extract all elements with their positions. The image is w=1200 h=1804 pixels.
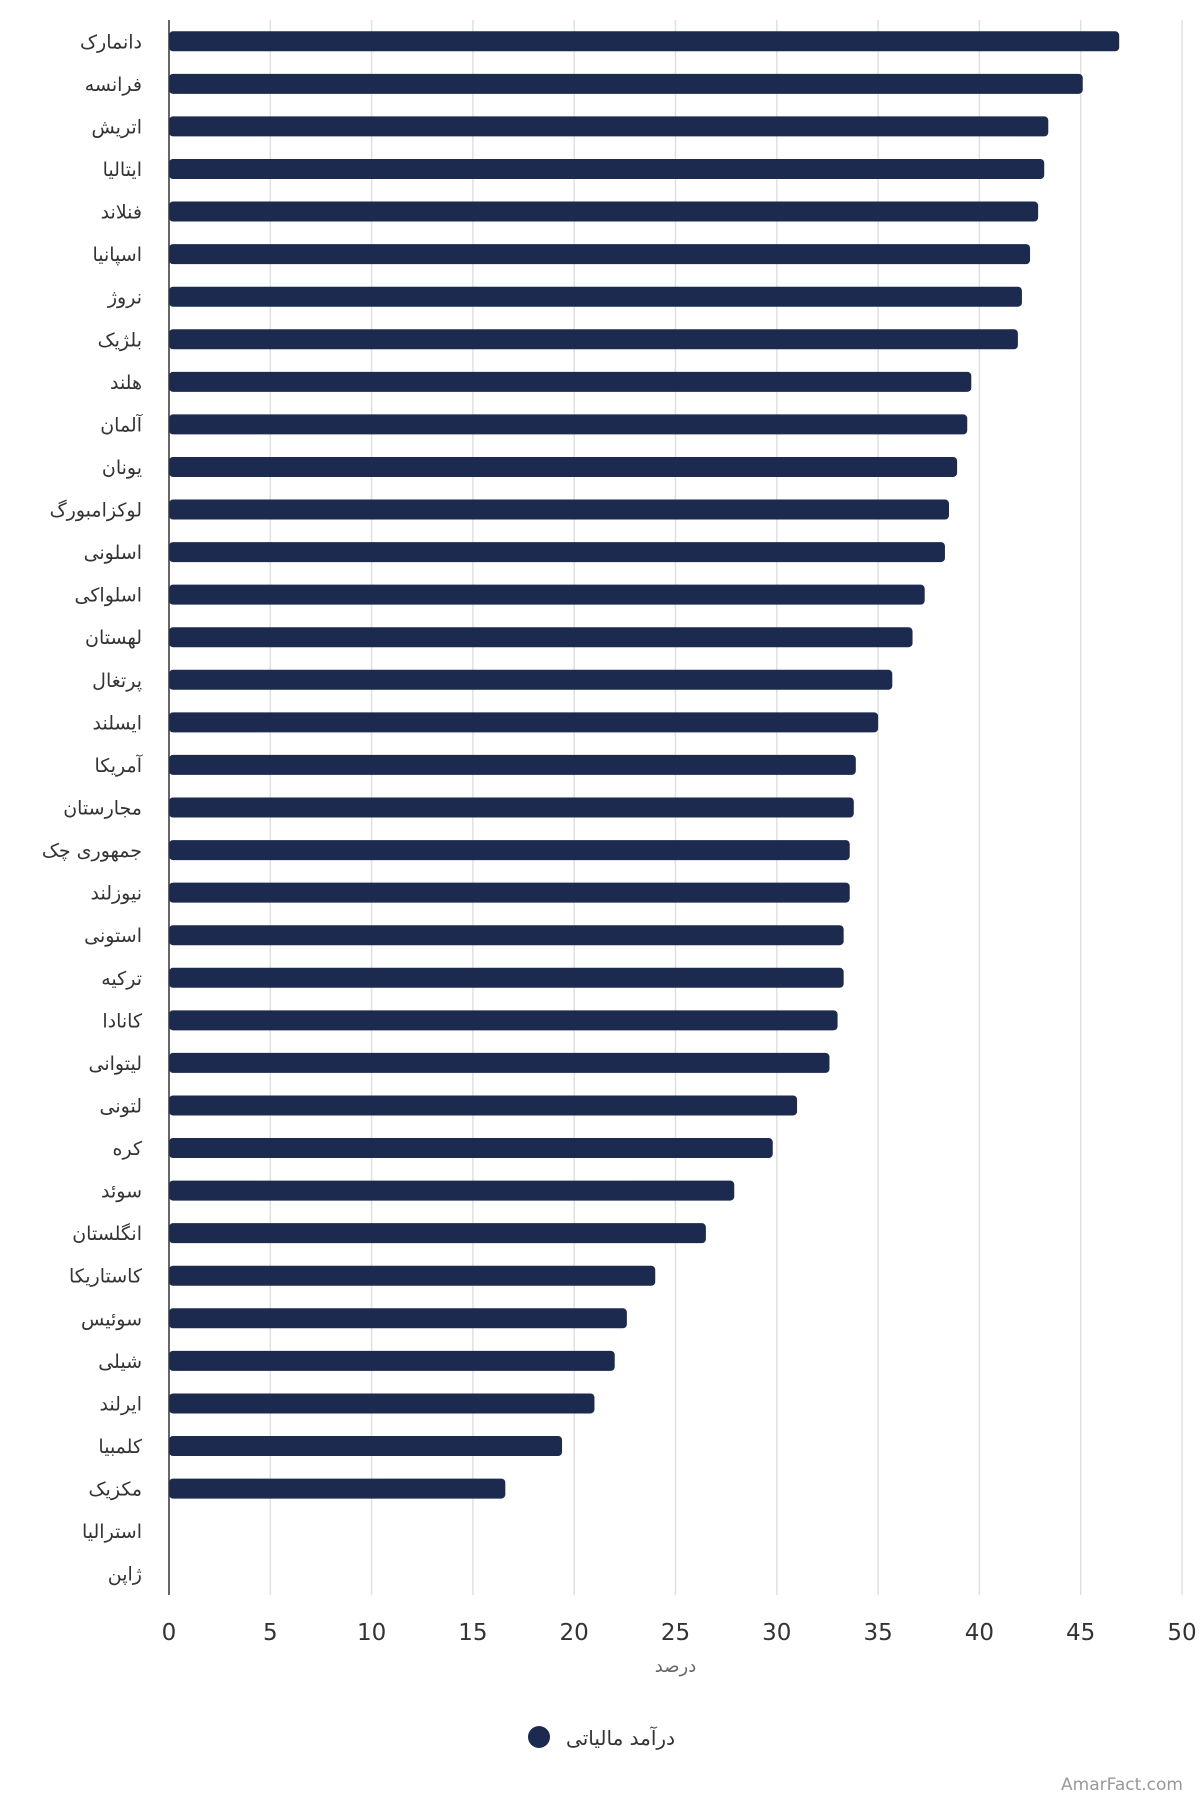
bar[interactable] — [169, 1265, 656, 1286]
x-tick-label: 15 — [458, 1620, 487, 1646]
x-tick-label: 50 — [1167, 1620, 1196, 1646]
category-label: اسلواکی — [75, 585, 142, 607]
bar[interactable] — [169, 329, 1018, 350]
category-label: کره — [113, 1138, 143, 1160]
bar[interactable] — [169, 244, 1031, 265]
bars — [169, 31, 1120, 1499]
credit-link[interactable]: AmarFact.com — [1061, 1775, 1183, 1795]
category-label: شیلی — [98, 1351, 142, 1373]
bar[interactable] — [169, 840, 850, 861]
x-tick-label: 25 — [661, 1620, 690, 1646]
bar[interactable] — [169, 754, 856, 775]
category-label: مجارستان — [63, 798, 142, 820]
x-tick-labels: 0 5 10 15 20 25 30 35 40 45 50 — [162, 1620, 1197, 1646]
category-label: لتونی — [100, 1095, 142, 1117]
category-label: ترکیه — [101, 968, 142, 990]
category-label: بلژیک — [98, 329, 142, 351]
bar[interactable] — [169, 286, 1022, 307]
category-label: سوئد — [101, 1181, 142, 1203]
category-label: مکزیک — [89, 1479, 142, 1501]
bar[interactable] — [169, 1436, 563, 1457]
bar[interactable] — [169, 1223, 706, 1244]
bar[interactable] — [169, 158, 1045, 179]
bar[interactable] — [169, 1095, 798, 1116]
x-tick-label: 35 — [863, 1620, 892, 1646]
bar[interactable] — [169, 1138, 773, 1159]
category-label: پرتغال — [92, 670, 142, 692]
category-label: استونی — [84, 925, 142, 947]
category-label: اتریش — [91, 116, 142, 138]
bar[interactable] — [169, 712, 879, 733]
bar[interactable] — [169, 542, 945, 563]
x-axis-title: درصد — [655, 1656, 696, 1677]
bar[interactable] — [169, 797, 854, 818]
bar[interactable] — [169, 1052, 830, 1073]
category-label: نروژ — [107, 287, 142, 309]
category-label: ایرلند — [99, 1393, 142, 1415]
bar[interactable] — [169, 116, 1049, 137]
category-label: سوئیس — [81, 1308, 142, 1330]
category-label: آمریکا — [94, 753, 142, 777]
x-tick-label: 30 — [762, 1620, 791, 1646]
category-label: اسپانیا — [92, 244, 142, 266]
category-label: فنلاند — [101, 202, 142, 224]
x-tick-label: 10 — [357, 1620, 386, 1646]
category-label: هلند — [110, 372, 142, 394]
legend-marker — [528, 1726, 550, 1748]
bar[interactable] — [169, 1478, 506, 1499]
bar[interactable] — [169, 882, 850, 903]
category-label: ایتالیا — [103, 159, 142, 181]
category-label: دانمارک — [80, 31, 142, 53]
bar[interactable] — [169, 1393, 595, 1414]
category-label: یونان — [102, 457, 142, 479]
category-label: نیوزلند — [90, 883, 142, 905]
category-label: فرانسه — [85, 74, 142, 96]
bar[interactable] — [169, 1010, 838, 1031]
category-label: آلمان — [100, 412, 143, 436]
bar[interactable] — [169, 371, 972, 392]
bar[interactable] — [169, 31, 1120, 52]
bar[interactable] — [169, 201, 1039, 222]
category-label: کانادا — [102, 1010, 143, 1032]
bar[interactable] — [169, 627, 913, 648]
category-label: لیتوانی — [89, 1053, 142, 1075]
category-label: اسلونی — [84, 542, 142, 564]
x-tick-label: 0 — [162, 1620, 177, 1646]
category-label: لوکزامبورگ — [50, 500, 142, 522]
bar[interactable] — [169, 967, 844, 988]
category-labels: دانمارک فرانسه اتریش ایتالیا فنلاند اسپانیا نر… — [42, 31, 143, 1585]
category-label: لهستان — [85, 627, 142, 649]
bar[interactable] — [169, 499, 950, 520]
category-label: ژاپن — [108, 1564, 142, 1586]
legend[interactable]: درآمد مالیاتی — [528, 1725, 675, 1750]
legend-label: درآمد مالیاتی — [566, 1725, 675, 1750]
category-label: انگلستان — [72, 1222, 142, 1245]
category-label: کاستاریکا — [69, 1266, 143, 1288]
x-tick-label: 45 — [1066, 1620, 1095, 1646]
bar[interactable] — [169, 73, 1083, 94]
bar[interactable] — [169, 584, 925, 605]
category-label: جمهوری چک — [42, 840, 142, 862]
category-label: کلمبیا — [98, 1436, 143, 1458]
bar[interactable] — [169, 925, 844, 946]
bar[interactable] — [169, 414, 968, 435]
bar[interactable] — [169, 1180, 735, 1201]
category-label: ایسلند — [92, 712, 142, 734]
x-tick-label: 5 — [263, 1620, 278, 1646]
bar[interactable] — [169, 669, 893, 690]
x-tick-label: 40 — [965, 1620, 994, 1646]
x-tick-label: 20 — [560, 1620, 589, 1646]
bar[interactable] — [169, 1308, 627, 1329]
bar[interactable] — [169, 1350, 615, 1371]
category-label: استرالیا — [82, 1521, 142, 1543]
bar[interactable] — [169, 456, 958, 477]
